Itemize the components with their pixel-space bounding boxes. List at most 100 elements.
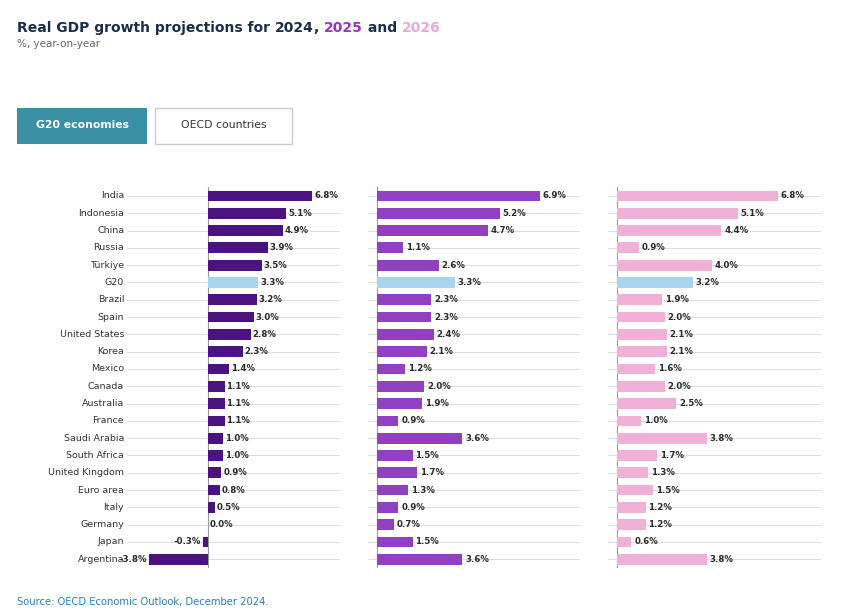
Text: 3.2%: 3.2% <box>696 278 720 287</box>
Text: Germany: Germany <box>80 520 124 529</box>
Text: 0.7%: 0.7% <box>396 520 420 529</box>
Text: 2.0%: 2.0% <box>427 382 451 391</box>
Text: 3.2%: 3.2% <box>258 295 282 305</box>
Text: 0.9%: 0.9% <box>223 468 247 477</box>
Text: 0.9%: 0.9% <box>401 416 425 426</box>
Text: United Kingdom: United Kingdom <box>48 468 124 477</box>
Text: 0.0%: 0.0% <box>209 520 233 529</box>
Bar <box>377 243 403 253</box>
Bar <box>208 363 229 375</box>
Text: 6.9%: 6.9% <box>543 192 567 200</box>
Text: Brazil: Brazil <box>98 295 124 305</box>
Text: OECD countries: OECD countries <box>181 120 266 130</box>
Bar <box>617 190 778 201</box>
Text: 4.7%: 4.7% <box>491 226 515 235</box>
Bar <box>208 502 215 513</box>
Text: Real GDP growth projections for: Real GDP growth projections for <box>17 21 276 34</box>
Text: 3.3%: 3.3% <box>260 278 284 287</box>
Text: 2.3%: 2.3% <box>245 347 269 356</box>
Text: 1.5%: 1.5% <box>415 537 439 546</box>
Text: 0.9%: 0.9% <box>401 503 425 512</box>
Text: -0.3%: -0.3% <box>174 537 201 546</box>
Bar <box>617 329 667 340</box>
Bar <box>617 484 653 495</box>
Bar <box>208 467 221 478</box>
Bar <box>208 294 257 305</box>
Bar <box>617 416 641 426</box>
Text: 4.0%: 4.0% <box>715 260 739 270</box>
Text: Saudi Arabia: Saudi Arabia <box>64 433 124 443</box>
Text: and: and <box>363 21 402 34</box>
Bar <box>377 225 488 236</box>
Text: 1.0%: 1.0% <box>225 451 249 460</box>
Text: 5.1%: 5.1% <box>288 209 312 218</box>
Text: 1.1%: 1.1% <box>226 416 251 426</box>
Bar <box>377 381 424 392</box>
Text: United States: United States <box>59 330 124 339</box>
Bar <box>377 398 422 409</box>
Text: 3.3%: 3.3% <box>458 278 482 287</box>
Text: 2026: 2026 <box>402 21 441 34</box>
Bar <box>617 243 639 253</box>
Text: 1.5%: 1.5% <box>655 486 679 495</box>
Text: ,: , <box>314 21 324 34</box>
Bar <box>377 260 438 271</box>
Bar <box>377 484 408 495</box>
Text: 5.1%: 5.1% <box>740 209 765 218</box>
Text: 2.1%: 2.1% <box>670 330 694 339</box>
Text: 1.1%: 1.1% <box>226 382 251 391</box>
Text: 3.0%: 3.0% <box>256 313 280 322</box>
Bar <box>617 554 707 565</box>
Text: Japan: Japan <box>98 537 124 546</box>
Bar <box>149 554 208 565</box>
Text: 2025: 2025 <box>324 21 363 34</box>
FancyBboxPatch shape <box>17 108 147 144</box>
Bar <box>208 225 283 236</box>
Bar <box>208 260 262 271</box>
Text: G20 economies: G20 economies <box>36 120 129 130</box>
Bar <box>617 363 655 375</box>
Text: Australia: Australia <box>82 399 124 408</box>
Text: 2.3%: 2.3% <box>434 313 458 322</box>
Text: 1.9%: 1.9% <box>665 295 689 305</box>
Text: Canada: Canada <box>88 382 124 391</box>
Bar <box>377 433 462 443</box>
Text: Argentina: Argentina <box>77 555 124 564</box>
Bar <box>617 225 722 236</box>
Text: 3.8%: 3.8% <box>710 555 734 564</box>
Bar <box>208 346 243 357</box>
Text: 1.5%: 1.5% <box>415 451 439 460</box>
Text: China: China <box>97 226 124 235</box>
Text: 1.2%: 1.2% <box>648 503 672 512</box>
Text: 2.0%: 2.0% <box>667 313 691 322</box>
Bar <box>617 502 646 513</box>
Bar <box>208 208 286 219</box>
Text: France: France <box>93 416 124 426</box>
Text: India: India <box>101 192 124 200</box>
Bar <box>617 519 646 530</box>
Text: 1.0%: 1.0% <box>644 416 667 426</box>
Text: 1.2%: 1.2% <box>408 365 432 373</box>
Text: 3.9%: 3.9% <box>269 243 294 252</box>
Bar <box>377 519 393 530</box>
Text: 2.4%: 2.4% <box>437 330 461 339</box>
Bar <box>377 537 412 547</box>
Bar <box>377 277 455 288</box>
Text: 1.1%: 1.1% <box>406 243 430 252</box>
Bar <box>617 208 738 219</box>
Bar <box>208 312 254 322</box>
Bar <box>377 502 399 513</box>
Text: Source: OECD Economic Outlook, December 2024.: Source: OECD Economic Outlook, December … <box>17 597 269 607</box>
Text: 3.6%: 3.6% <box>465 555 489 564</box>
Bar <box>617 433 707 443</box>
Bar <box>208 329 251 340</box>
Text: 6.8%: 6.8% <box>314 192 338 200</box>
Text: 1.9%: 1.9% <box>424 399 449 408</box>
Bar <box>617 346 667 357</box>
Bar <box>617 537 631 547</box>
Bar <box>203 537 208 547</box>
Text: 2.0%: 2.0% <box>667 382 691 391</box>
Text: 1.6%: 1.6% <box>658 365 682 373</box>
Bar <box>617 260 712 271</box>
Bar <box>617 467 648 478</box>
